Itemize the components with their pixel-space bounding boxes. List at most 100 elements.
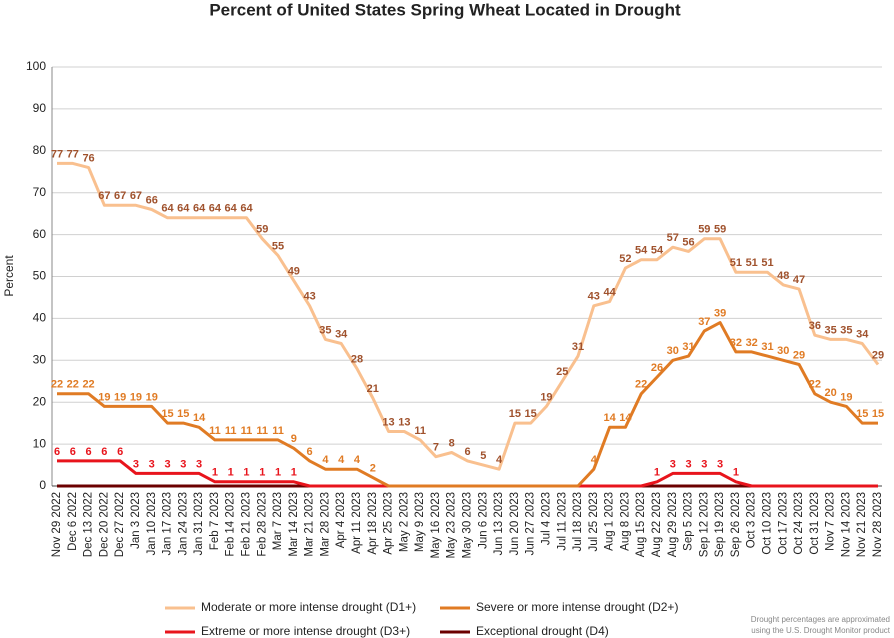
- x-tick-label: Sep 5 2023: [683, 492, 695, 551]
- x-tick-label: Dec 27 2022: [114, 492, 126, 557]
- data-label: 3: [149, 458, 155, 470]
- data-label: 13: [398, 416, 410, 428]
- data-label: 39: [714, 307, 726, 319]
- footnote: using the U.S. Drought Monitor product: [751, 626, 891, 635]
- data-label: 35: [840, 324, 852, 336]
- data-label: 59: [714, 224, 726, 236]
- data-label: 3: [180, 458, 186, 470]
- data-label: 43: [303, 291, 315, 303]
- data-label: 37: [698, 316, 710, 328]
- data-label: 3: [196, 458, 202, 470]
- x-tick-label: Jan 10 2023: [146, 492, 158, 555]
- chart-title: Percent of United States Spring Wheat Lo…: [209, 0, 681, 19]
- data-label: 59: [698, 224, 710, 236]
- data-label: 6: [70, 446, 76, 458]
- x-tick-label: Jun 27 2023: [525, 492, 537, 555]
- data-label: 67: [130, 190, 142, 202]
- data-label: 59: [256, 224, 268, 236]
- x-tick-label: Feb 14 2023: [225, 492, 237, 557]
- data-label: 28: [351, 354, 363, 366]
- x-tick-label: May 2 2023: [398, 492, 410, 552]
- x-tick-label: Aug 1 2023: [604, 492, 616, 551]
- x-tick-label: Feb 21 2023: [240, 492, 252, 557]
- data-label: 1: [243, 467, 249, 479]
- data-label: 29: [872, 349, 884, 361]
- data-label: 11: [241, 425, 253, 437]
- data-label: 54: [651, 245, 664, 257]
- data-label: 11: [225, 425, 237, 437]
- data-label: 30: [667, 345, 679, 357]
- data-label: 13: [382, 416, 394, 428]
- data-label: 15: [856, 408, 868, 420]
- data-label: 4: [322, 454, 329, 466]
- data-label: 7: [433, 442, 439, 454]
- x-tick-label: Oct 10 2023: [762, 492, 774, 555]
- x-tick-label: Apr 11 2023: [351, 492, 363, 554]
- y-tick-label: 20: [33, 394, 47, 408]
- x-tick-label: Aug 15 2023: [635, 492, 647, 557]
- data-label: 76: [82, 152, 94, 164]
- x-tick-label: Apr 4 2023: [335, 492, 347, 548]
- data-label: 67: [98, 190, 110, 202]
- data-label: 26: [651, 362, 663, 374]
- x-tick-label: May 9 2023: [414, 492, 426, 552]
- data-label: 19: [146, 391, 158, 403]
- y-tick-label: 40: [33, 311, 47, 325]
- data-label: 22: [82, 379, 94, 391]
- data-label: 19: [540, 391, 552, 403]
- data-label: 15: [509, 408, 521, 420]
- x-tick-label: Oct 24 2023: [793, 492, 805, 555]
- data-label: 15: [177, 408, 189, 420]
- x-tick-label: Jun 6 2023: [477, 492, 489, 549]
- data-label: 1: [733, 467, 739, 479]
- x-tick-label: May 23 2023: [446, 492, 458, 559]
- x-tick-label: Nov 28 2023: [872, 492, 884, 557]
- x-tick-label: Sep 12 2023: [698, 492, 710, 557]
- data-label: 1: [259, 467, 265, 479]
- data-label: 11: [256, 425, 268, 437]
- data-label: 31: [572, 341, 584, 353]
- data-label: 6: [307, 446, 313, 458]
- data-label: 14: [619, 412, 632, 424]
- x-tick-label: May 30 2023: [462, 492, 474, 559]
- data-label: 32: [746, 337, 758, 349]
- data-label: 51: [746, 257, 758, 269]
- data-label: 54: [635, 245, 648, 257]
- data-label: 6: [101, 446, 107, 458]
- x-tick-label: Sep 26 2023: [730, 492, 742, 557]
- x-tick-label: Jan 24 2023: [177, 492, 189, 555]
- data-label: 34: [856, 328, 869, 340]
- data-label: 64: [161, 203, 174, 215]
- data-label: 31: [682, 341, 694, 353]
- data-label: 3: [670, 458, 676, 470]
- data-label: 3: [685, 458, 691, 470]
- x-tick-label: May 16 2023: [430, 492, 442, 559]
- data-label: 77: [67, 148, 79, 160]
- y-tick-label: 100: [26, 59, 46, 73]
- data-label: 77: [51, 148, 63, 160]
- y-tick-label: 80: [33, 143, 47, 157]
- y-tick-label: 90: [33, 101, 47, 115]
- data-label: 36: [809, 320, 821, 332]
- x-tick-label: Oct 17 2023: [777, 492, 789, 555]
- data-label: 1: [228, 467, 234, 479]
- data-label: 47: [793, 274, 805, 286]
- data-label: 51: [730, 257, 742, 269]
- series-line: [57, 321, 878, 488]
- y-tick-label: 60: [33, 227, 47, 241]
- data-label: 4: [354, 454, 361, 466]
- data-label: 15: [161, 408, 173, 420]
- data-label: 4: [496, 454, 503, 466]
- data-label: 35: [825, 324, 837, 336]
- data-label: 14: [193, 412, 206, 424]
- x-tick-label: Dec 20 2022: [98, 492, 110, 557]
- data-label: 9: [291, 433, 297, 445]
- data-label: 6: [464, 446, 470, 458]
- data-label: 8: [449, 437, 455, 449]
- data-label: 34: [335, 328, 348, 340]
- data-label: 55: [272, 240, 284, 252]
- x-tick-label: Mar 21 2023: [304, 492, 316, 557]
- x-tick-label: Jul 11 2023: [556, 492, 568, 551]
- x-tick-label: Jan 31 2023: [193, 492, 205, 555]
- legend-label: Severe or more intense drought (D2+): [476, 600, 678, 614]
